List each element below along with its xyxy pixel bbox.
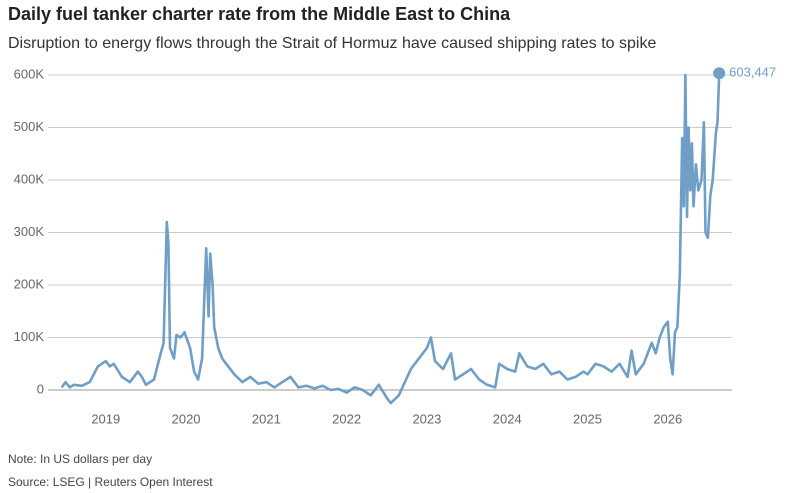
line — [60, 73, 721, 405]
x-tick-label: 2019 — [91, 411, 120, 426]
y-tick-label: 0 — [37, 381, 44, 396]
x-tick-label: 2022 — [332, 411, 361, 426]
y-tick-label: 200K — [14, 276, 45, 291]
x-tick-label: 2020 — [172, 411, 201, 426]
y-tick-label: 600K — [14, 66, 45, 81]
source: Source: LSEG | Reuters Open Interest — [8, 475, 213, 489]
x-tick-label: 2023 — [412, 411, 441, 426]
x-tick-label: 2021 — [252, 411, 281, 426]
y-tick-label: 500K — [14, 119, 45, 134]
end-label: 603,447 — [729, 65, 776, 80]
chart-subtitle: Disruption to energy flows through the S… — [8, 35, 656, 52]
y-tick-label: 300K — [14, 224, 45, 239]
note: Note: In US dollars per day — [8, 452, 152, 466]
x-tick-label: 2025 — [573, 411, 602, 426]
x-tick-label: 2024 — [493, 411, 522, 426]
chart-title: Daily fuel tanker charter rate from the … — [8, 4, 511, 24]
y-tick-label: 100K — [14, 329, 45, 344]
end-dot — [713, 67, 726, 80]
x-tick-label: 2026 — [653, 411, 682, 426]
y-tick-label: 400K — [14, 171, 45, 186]
